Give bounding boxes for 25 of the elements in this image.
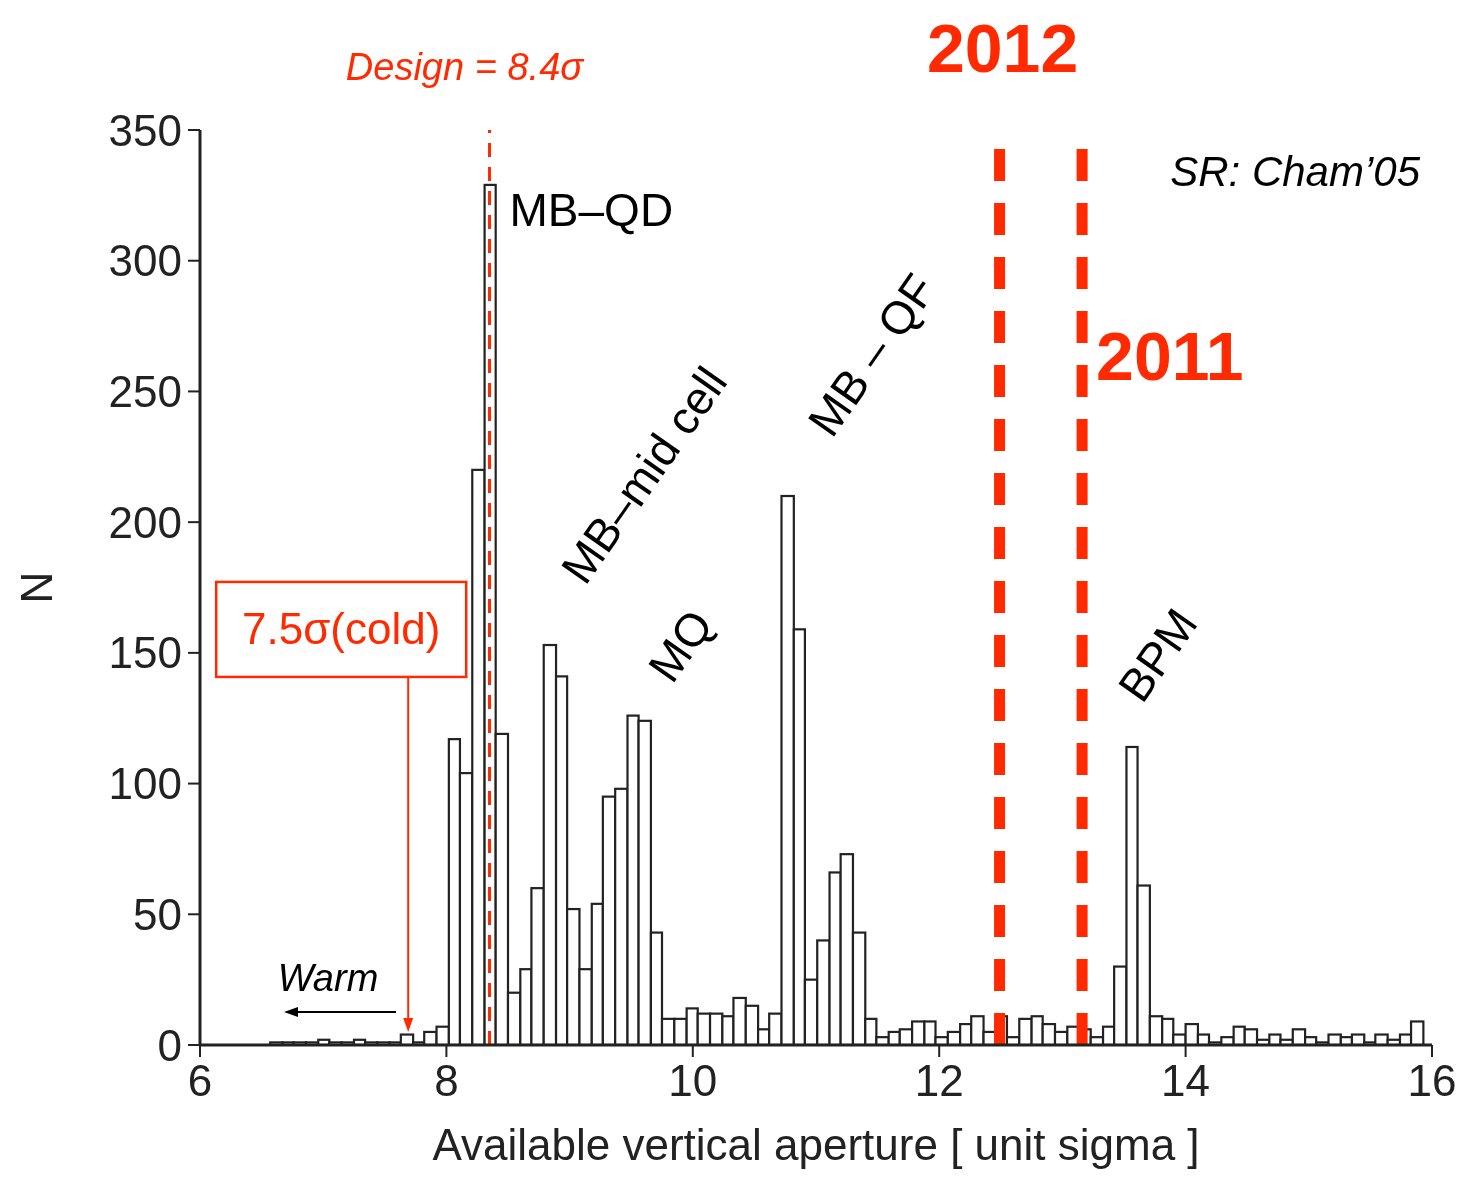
y-tick-label: 150 (108, 628, 182, 678)
y-tick-label: 50 (133, 889, 182, 939)
x-axis-title: Available vertical aperture [ unit sigma ] (432, 1120, 1200, 1169)
y-axis-title: N (11, 571, 61, 604)
y-tick-label: 0 (157, 1020, 182, 1070)
y-tick-label: 250 (108, 367, 182, 417)
annotation: MB – QF (797, 264, 946, 446)
x-tick-label: 12 (914, 1056, 964, 1106)
y-tick-label: 200 (108, 497, 182, 547)
annotation: Warm (277, 957, 379, 999)
annotation: SR: Cham’05 (1170, 148, 1421, 195)
y-tick-label: 300 (108, 236, 182, 286)
x-tick-label: 10 (668, 1056, 718, 1106)
y-tick-label: 100 (108, 759, 182, 809)
x-tick-label: 8 (434, 1056, 459, 1106)
annotation: MQ (637, 600, 723, 691)
text: 2012 (926, 10, 1079, 86)
x-tick-label: 14 (1161, 1056, 1211, 1106)
y-tick-label: 350 (108, 105, 182, 155)
annotation: MB–QD (509, 183, 674, 236)
annotation: 7.5σ(cold) (242, 604, 441, 654)
x-tick-label: 16 (1407, 1056, 1457, 1106)
annotation: 2011 (1096, 318, 1244, 394)
ref-line-label: Design = 8.4σ (345, 46, 586, 88)
x-tick-label: 6 (187, 1056, 213, 1106)
